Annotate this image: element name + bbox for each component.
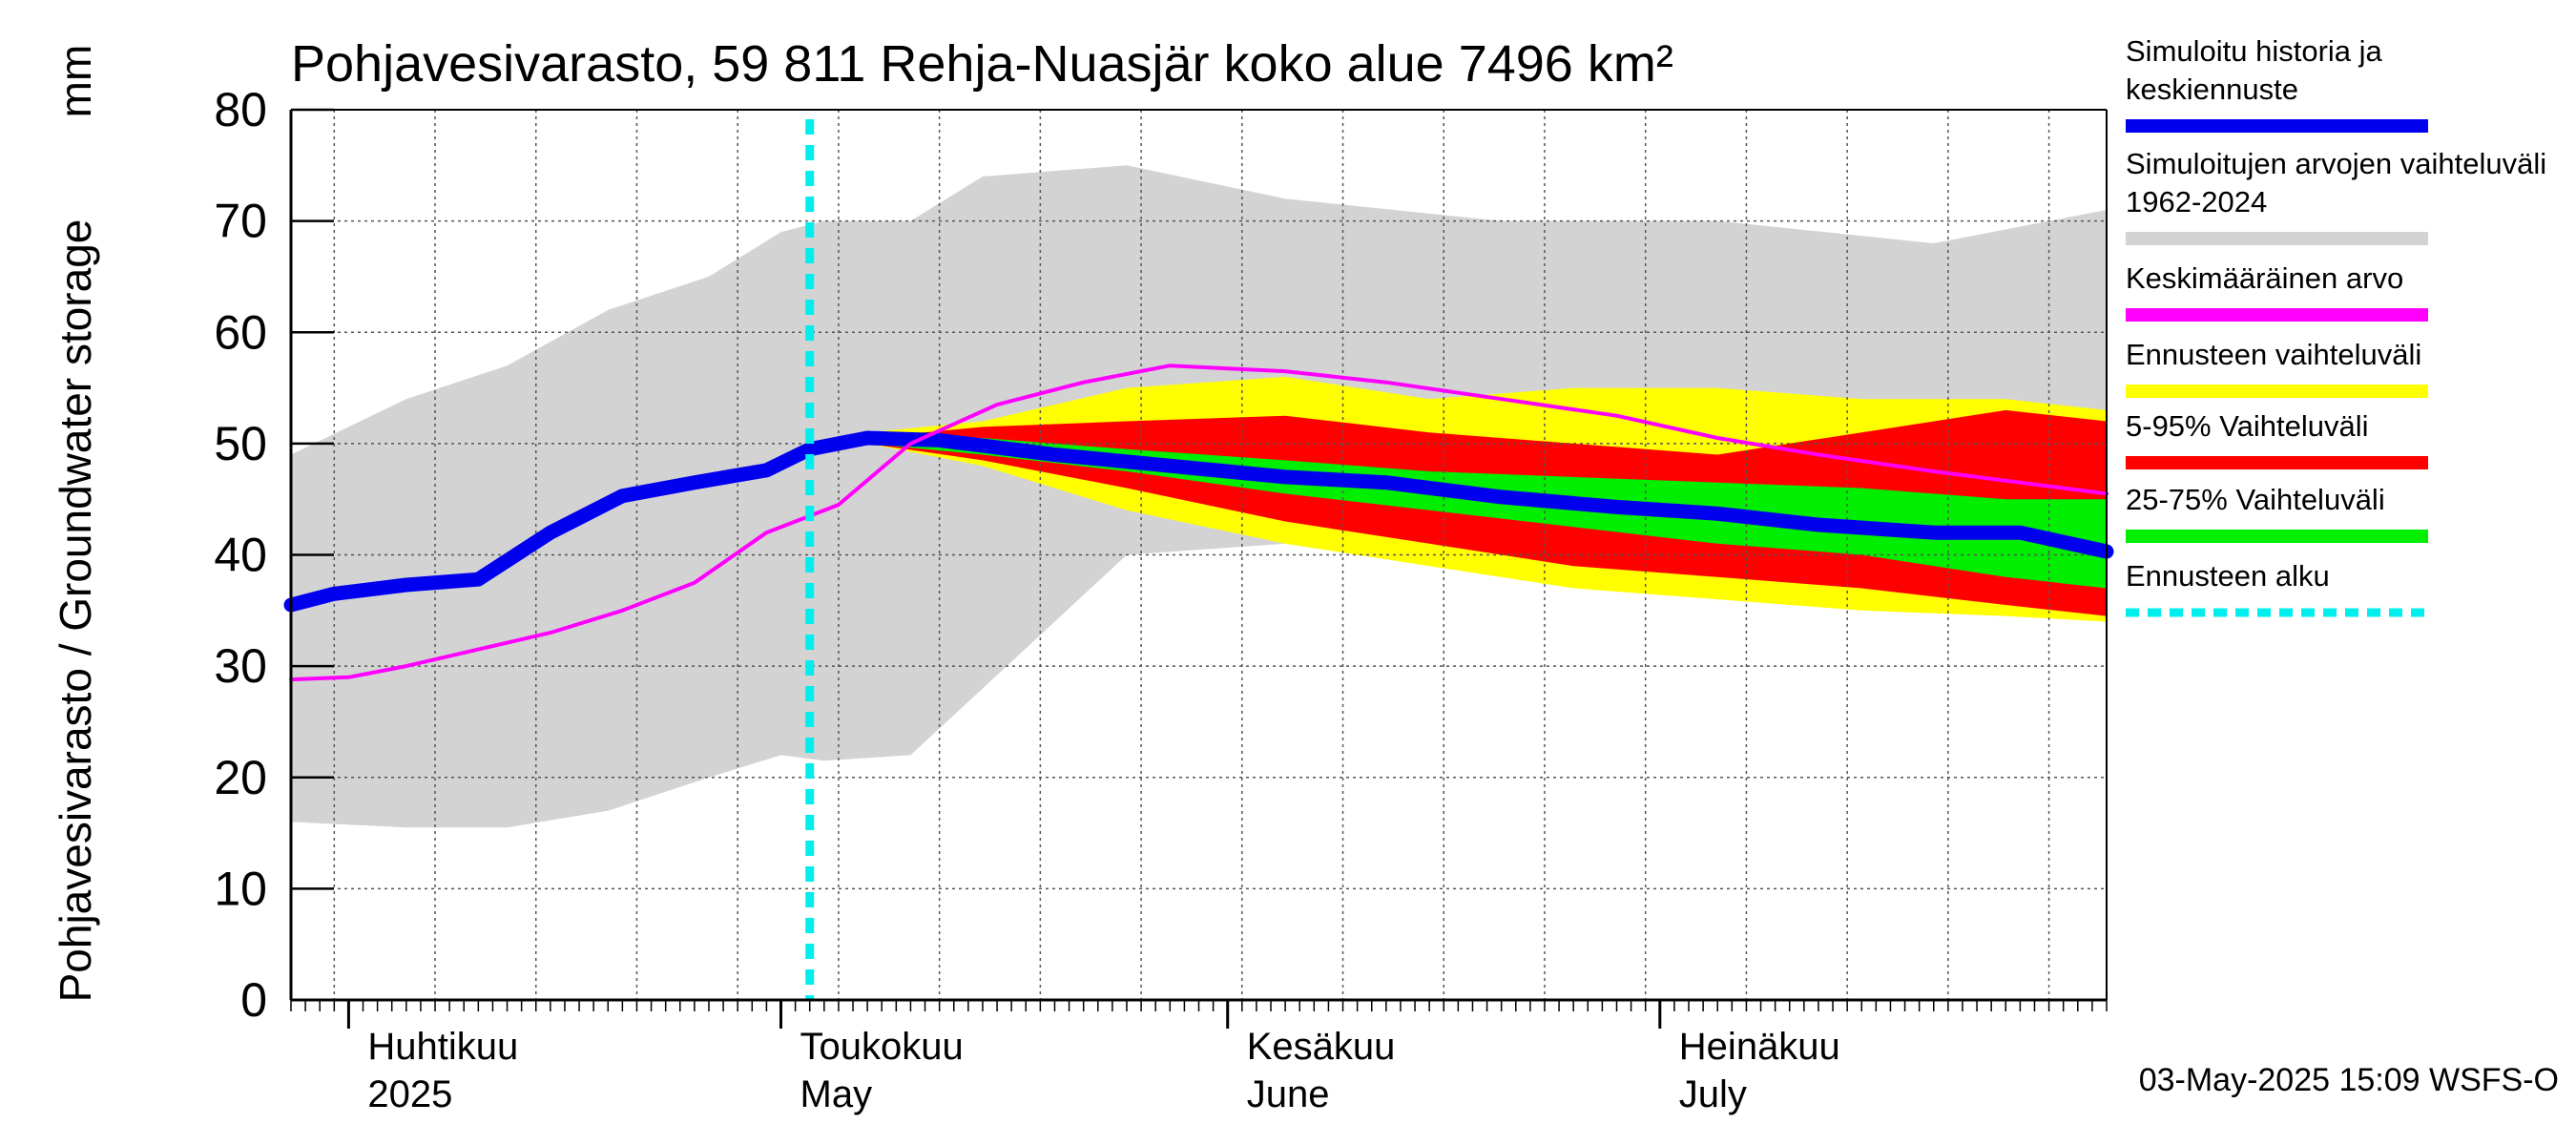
y-tick-label: 0 <box>240 973 267 1027</box>
x-year-label: 2025 <box>367 1073 452 1115</box>
y-tick-label: 30 <box>214 639 267 693</box>
y-axis-unit: mm <box>51 45 100 118</box>
y-axis-label: Pohjavesivarasto / Groundwater storage <box>51 219 100 1003</box>
legend-label-1: Simuloitujen arvojen vaihteluväli <box>2126 147 2546 180</box>
legend-label-0: keskiennuste <box>2126 73 2298 106</box>
legend-label-5: 25-75% Vaihteluväli <box>2126 483 2385 516</box>
legend-label-0: Simuloitu historia ja <box>2126 34 2383 68</box>
y-tick-label: 10 <box>214 862 267 915</box>
footer-timestamp: 03-May-2025 15:09 WSFS-O <box>2139 1062 2559 1098</box>
y-tick-label: 80 <box>214 83 267 136</box>
x-month-label-fi: Toukokuu <box>800 1026 964 1068</box>
x-month-label-en: June <box>1247 1073 1330 1115</box>
text-layer: Pohjavesivarasto, 59 811 Rehja-Nuasjär k… <box>51 35 2559 1115</box>
legend-label-3: Ennusteen vaihteluväli <box>2126 338 2421 371</box>
x-month-label-fi: Kesäkuu <box>1247 1026 1396 1068</box>
legend-label-2: Keskimääräinen arvo <box>2126 261 2403 295</box>
y-tick-label: 20 <box>214 751 267 804</box>
legend-label-6: Ennusteen alku <box>2126 559 2330 593</box>
axes-layer <box>289 108 2108 1029</box>
x-month-label-fi: Heinäkuu <box>1679 1026 1840 1068</box>
series-layer <box>283 119 2114 1000</box>
series-line-0 <box>283 430 2114 613</box>
legend-label-4: 5-95% Vaihteluväli <box>2126 409 2368 443</box>
x-month-label-en: May <box>800 1073 873 1115</box>
series-line-1 <box>289 364 2109 682</box>
band-3 <box>809 438 2108 589</box>
y-tick-label: 70 <box>214 195 267 248</box>
x-month-label-en: July <box>1679 1073 1747 1115</box>
grid-layer <box>291 109 2107 1000</box>
band-layer <box>291 165 2108 828</box>
legend: Simuloitu historia ja keskiennuste Simuloi… <box>2126 34 2546 617</box>
x-month-label-fi: Huhtikuu <box>367 1026 518 1068</box>
y-tick-label: 40 <box>214 529 267 582</box>
chart-title: Pohjavesivarasto, 59 811 Rehja-Nuasjär k… <box>291 35 1673 93</box>
y-tick-label: 60 <box>214 305 267 359</box>
y-tick-label: 50 <box>214 417 267 470</box>
legend-label-1: 1962-2024 <box>2126 185 2267 219</box>
